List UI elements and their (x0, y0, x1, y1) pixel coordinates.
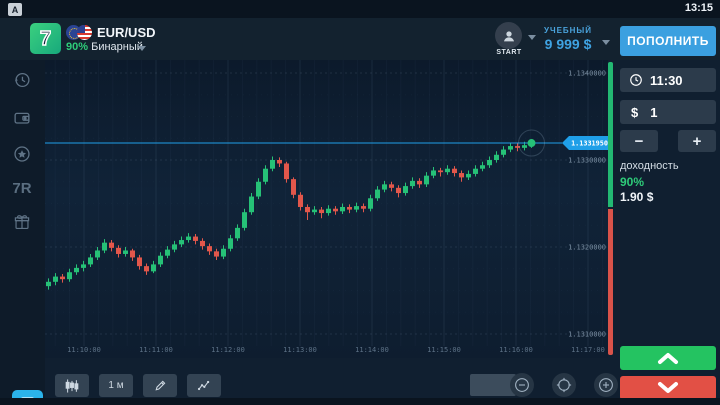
favorites-star-icon[interactable] (9, 141, 35, 167)
balance-value[interactable]: 9 999 $ (544, 36, 592, 52)
amount-decrease-button[interactable]: − (620, 130, 658, 152)
price-chart[interactable]: 1.1331950 1.1340000 1.1330000 1.1320000 1.13… (45, 60, 610, 358)
buy-up-button[interactable] (620, 346, 716, 370)
target-icon (556, 377, 572, 393)
timeframe-label: 1 м (108, 380, 124, 391)
instrument-selector[interactable]: EUR/USD 90% Бинарный (66, 24, 176, 54)
svg-text:11:16:00: 11:16:00 (499, 346, 533, 354)
indicators-button[interactable] (187, 374, 221, 397)
deposit-label: ПОПОЛНИТЬ (627, 34, 709, 48)
svg-text:11:11:00: 11:11:00 (139, 346, 173, 354)
timeframe-button[interactable]: 1 м (99, 374, 133, 397)
svg-text:11:13:00: 11:13:00 (283, 346, 317, 354)
trade-panel: 11:30 $ 1 − + доходность 90% 1.90 $ (616, 60, 720, 405)
profile-status-label: START (496, 49, 522, 56)
payout-percent: 90% (620, 175, 645, 189)
logo-glyph: 7 (39, 27, 52, 50)
chart-minimap[interactable] (470, 374, 516, 396)
center-chart-button[interactable] (552, 373, 576, 397)
drawing-tools-button[interactable] (143, 374, 177, 397)
seven-r-label: 7R (12, 179, 32, 197)
zoom-out-button[interactable] (510, 373, 534, 397)
plus-label: + (692, 132, 702, 150)
left-sidebar: 7R (0, 18, 45, 405)
chevron-up-icon (658, 353, 678, 364)
expiry-time-value: 11:30 (650, 72, 683, 88)
minus-circle-icon (515, 378, 529, 392)
chevron-down-icon (658, 382, 678, 393)
expiry-time-field[interactable]: 11:30 (620, 68, 716, 92)
chevron-down-icon (528, 35, 536, 40)
header-bar: 7 EUR/USD 90% Бинарный START УЧЕБНЫЙ 9 9… (0, 18, 720, 60)
chevron-down-icon (602, 40, 610, 45)
pair-subtitle: 90% Бинарный (66, 41, 143, 53)
chevron-down-icon (138, 46, 146, 51)
7r-tournaments-icon[interactable]: 7R (9, 175, 35, 201)
pair-flags (66, 25, 93, 40)
account-type-label: УЧЕБНЫЙ (543, 26, 593, 35)
pencil-icon (154, 380, 165, 391)
svg-text:11:14:00: 11:14:00 (355, 346, 389, 354)
amount-increase-button[interactable]: + (678, 130, 716, 152)
minus-label: − (634, 132, 644, 150)
candlestick-chart[interactable]: 1.1331950 1.1340000 1.1330000 1.1320000 1.13… (45, 60, 610, 358)
chart-type-button[interactable] (55, 374, 89, 397)
currency-symbol: $ (631, 104, 639, 120)
pair-name: EUR/USD (97, 25, 156, 40)
amount-value: 1 (650, 104, 658, 120)
sentiment-bar-down (608, 209, 613, 355)
pair-payout: 90% (66, 41, 89, 53)
svg-text:11:12:00: 11:12:00 (211, 346, 245, 354)
profile-avatar[interactable] (495, 22, 522, 49)
clock-icon (630, 74, 642, 86)
deposit-button[interactable]: ПОПОЛНИТЬ (620, 26, 716, 56)
sell-down-button[interactable] (620, 376, 716, 400)
svg-text:1.1340000: 1.1340000 (568, 70, 606, 78)
payout-label: доходность (620, 160, 679, 172)
svg-text:1.1331950: 1.1331950 (571, 140, 608, 148)
input-method-badge: A (8, 3, 22, 16)
us-flag-icon (77, 25, 92, 40)
system-clock: 13:15 (684, 2, 713, 14)
history-icon[interactable] (9, 67, 35, 93)
wallet-icon[interactable] (9, 105, 35, 131)
candles-icon (65, 378, 79, 393)
svg-text:1.1330000: 1.1330000 (568, 157, 606, 165)
svg-text:11:17:00: 11:17:00 (571, 346, 605, 354)
amount-field[interactable]: $ 1 (620, 100, 716, 124)
bottom-strip (0, 398, 720, 405)
gift-icon[interactable] (9, 209, 35, 235)
app-logo[interactable]: 7 (30, 23, 61, 54)
sentiment-bar-up (608, 62, 613, 207)
payout-amount: 1.90 $ (620, 190, 654, 204)
person-icon (503, 30, 514, 41)
svg-text:1.1310000: 1.1310000 (568, 331, 606, 339)
indicator-line-icon (197, 380, 210, 391)
plus-circle-icon (599, 378, 613, 392)
svg-text:11:10:00: 11:10:00 (67, 346, 101, 354)
status-bar: A 13:15 (0, 0, 720, 18)
zoom-in-button[interactable] (594, 373, 618, 397)
option-type: Бинарный (91, 41, 143, 53)
svg-text:11:15:00: 11:15:00 (427, 346, 461, 354)
svg-text:1.1320000: 1.1320000 (568, 244, 606, 252)
